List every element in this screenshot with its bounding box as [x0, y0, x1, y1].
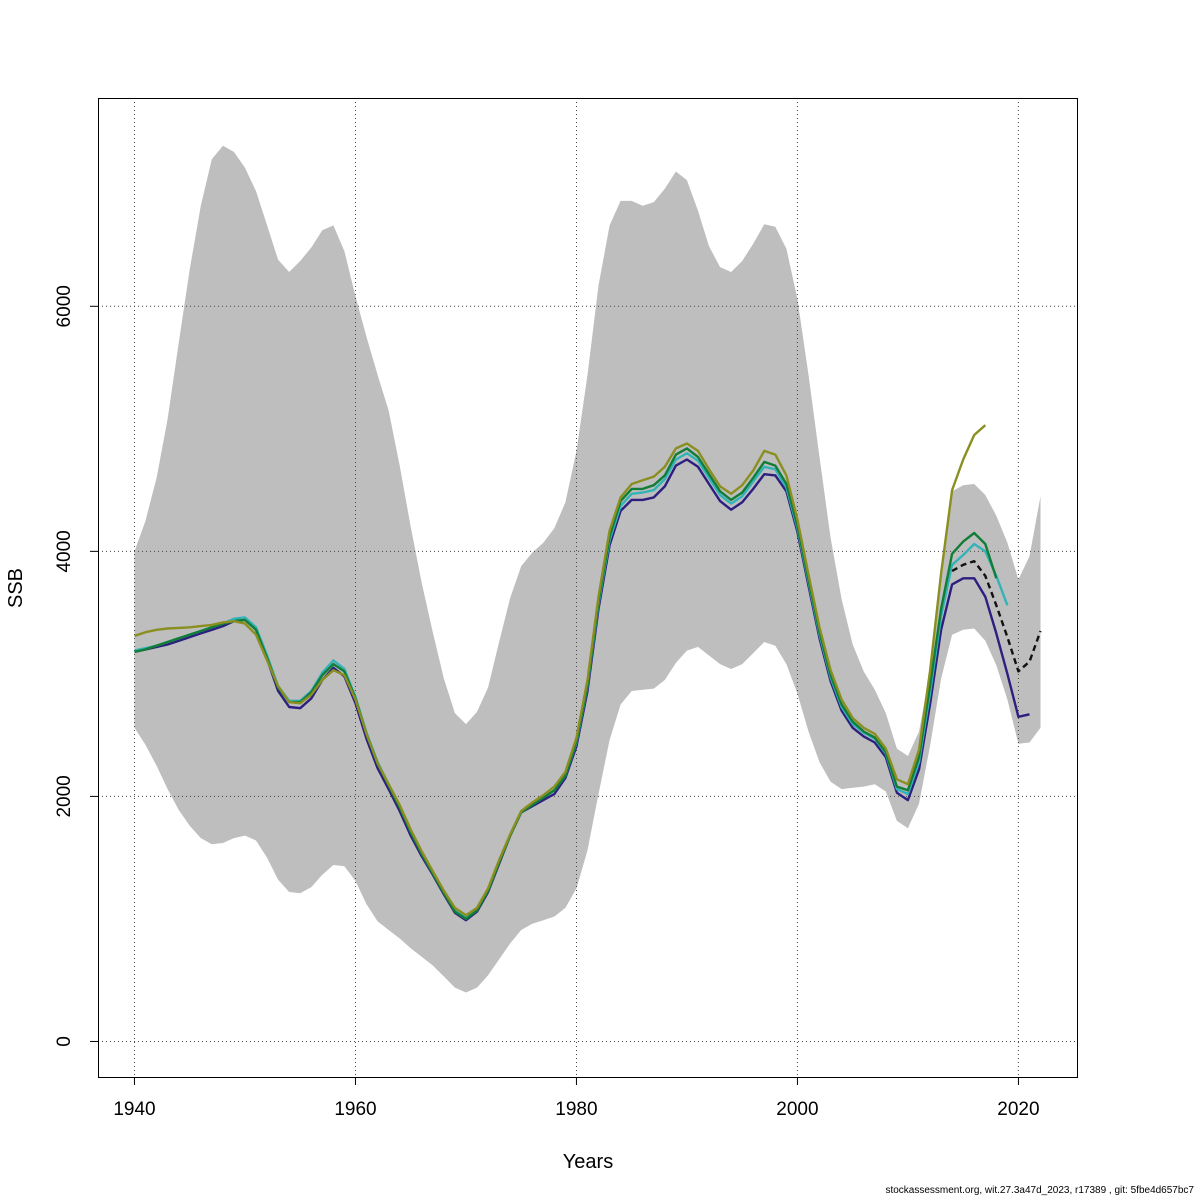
- confidence-band-layer: [134, 145, 1041, 993]
- axis-layer: 1940 1960 1980 2000 2020 0 2000 4000 6000: [54, 285, 1040, 1120]
- x-tick-label: 1940: [113, 1099, 155, 1120]
- footer-caption: stockassessment.org, wit.27.3a47d_2023, …: [885, 1185, 1194, 1196]
- x-axis-title: Years: [563, 1151, 613, 1173]
- series-line-4: [134, 424, 987, 917]
- y-tick-label: 2000: [54, 775, 75, 817]
- x-tick-label: 2020: [997, 1099, 1039, 1120]
- y-tick-label: 4000: [54, 530, 75, 572]
- x-tick-label: 2000: [776, 1099, 818, 1120]
- y-tick-label: 0: [54, 1036, 75, 1047]
- confidence-band: [134, 145, 1041, 993]
- series-layer: [134, 424, 1042, 922]
- y-tick-label: 6000: [54, 285, 75, 327]
- x-tick-label: 1980: [555, 1099, 597, 1120]
- y-axis-title: SSB: [5, 568, 27, 608]
- plot-frame: [98, 98, 1078, 1078]
- series-line-5: [951, 560, 1042, 673]
- x-tick-label: 1960: [334, 1099, 376, 1120]
